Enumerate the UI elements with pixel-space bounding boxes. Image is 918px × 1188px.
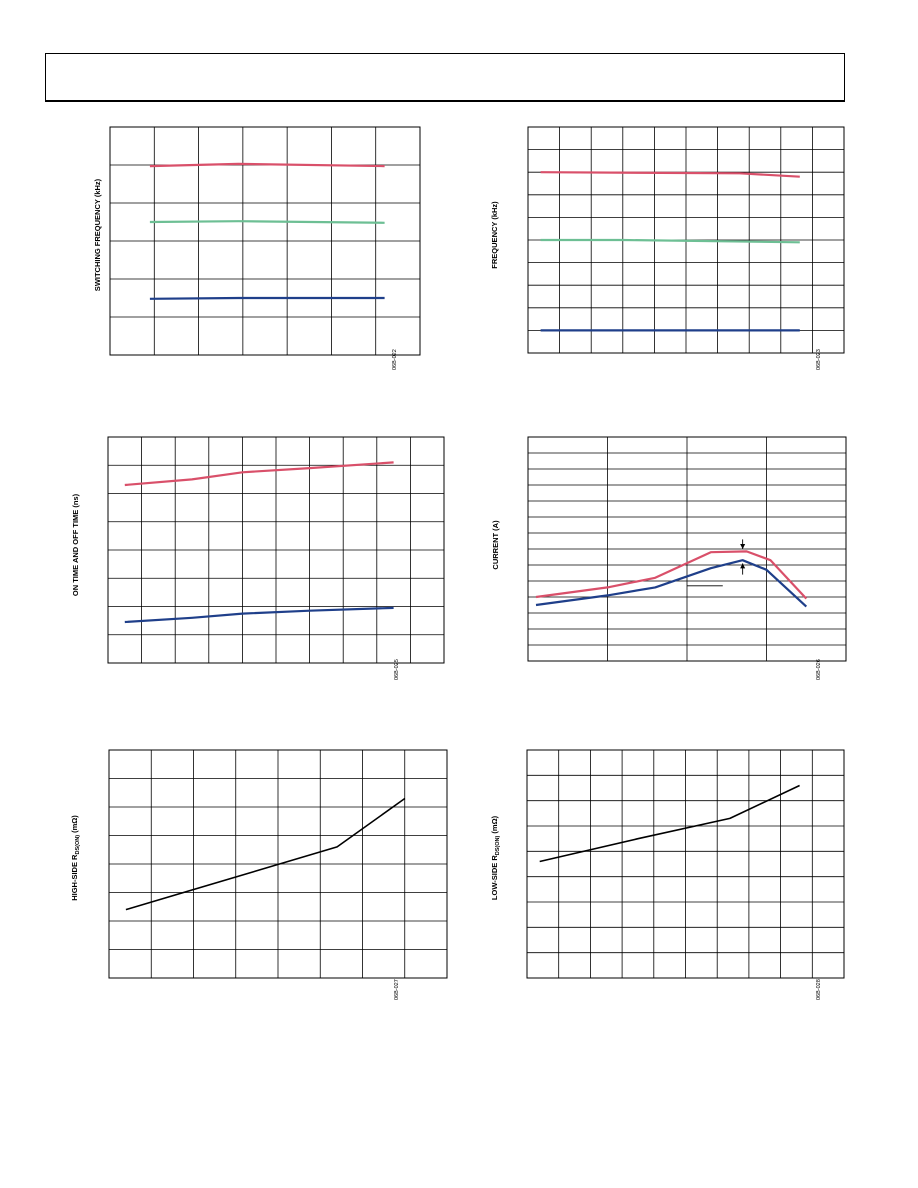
series-line-blue <box>124 606 394 624</box>
series-line-red <box>535 550 808 600</box>
page-header-box <box>45 53 845 102</box>
figure-code: 06B-023 <box>816 349 822 370</box>
chart-on-off-time: ON TIME AND OFF TIME (ns) 06B-025 <box>71 436 445 680</box>
series-line-red <box>124 461 394 487</box>
series-line-blue <box>149 296 385 300</box>
plot-frame <box>527 126 845 354</box>
series-line-red <box>149 162 385 168</box>
figure-code: 06B-025 <box>394 659 400 680</box>
chart-low-side-rds: LOW-SIDE RDS(ON) (mΩ) 06B-028 <box>490 749 845 1000</box>
plot-frame <box>526 749 845 979</box>
series-line-blue <box>535 559 808 608</box>
plot-frame <box>109 126 421 356</box>
figure-code: 06B-026 <box>816 659 822 680</box>
figure-code: 06B-027 <box>394 979 400 1000</box>
series-line-black <box>539 784 800 863</box>
series-line-green <box>149 220 385 224</box>
y-axis-label: SWITCHING FREQUENCY (kHz) <box>93 178 102 291</box>
figure-code: 06B-028 <box>816 979 822 1000</box>
plot-frame <box>527 436 847 662</box>
series-line-black <box>125 797 406 911</box>
chart-switching-frequency: SWITCHING FREQUENCY (kHz) 06B-022 <box>93 126 421 370</box>
figure-code: 06B-022 <box>392 349 398 370</box>
annotation-arrow-head <box>740 563 746 569</box>
plot-frame <box>108 749 448 979</box>
y-axis-label: FREQUENCY (kHz) <box>490 201 499 269</box>
chart-high-side-rds: HIGH-SIDE RDS(ON) (mΩ) 06B-027 <box>70 749 448 1000</box>
y-axis-label: HIGH-SIDE RDS(ON) (mΩ) <box>70 815 81 901</box>
plot-frame <box>107 436 445 664</box>
chart-frequency: FREQUENCY (kHz) 06B-023 <box>490 126 845 370</box>
series-line-red <box>540 171 800 178</box>
chart-current: CURRENT (A) 06B-026 <box>491 436 847 680</box>
y-axis-label: LOW-SIDE RDS(ON) (mΩ) <box>490 815 501 900</box>
y-axis-label: CURRENT (A) <box>491 520 500 570</box>
y-axis-label: ON TIME AND OFF TIME (ns) <box>71 493 80 596</box>
annotation-arrow-head <box>740 544 746 549</box>
series-line-green <box>540 238 800 244</box>
